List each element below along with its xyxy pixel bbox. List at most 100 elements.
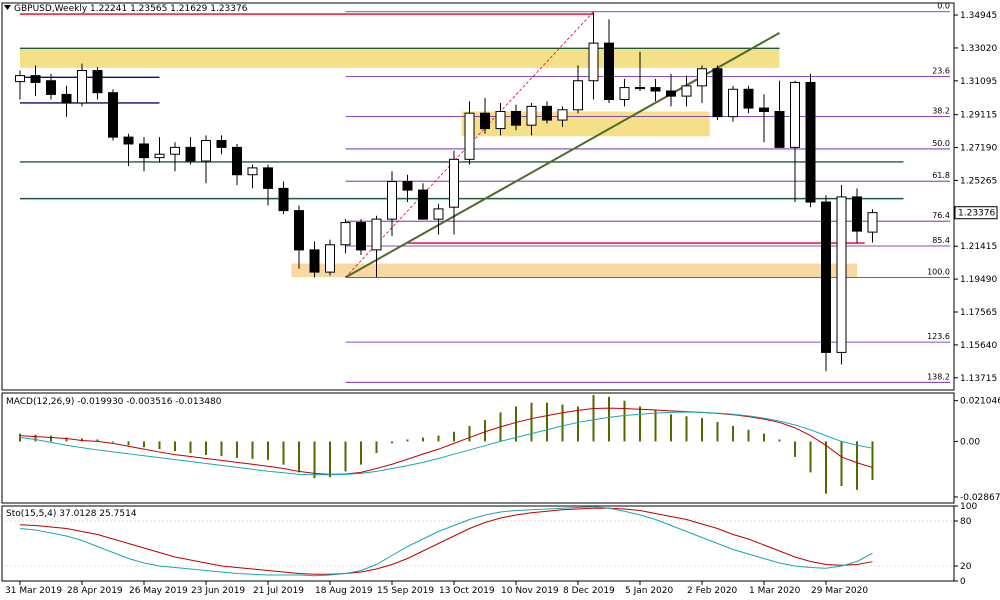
x-tick-label: 18 Aug 2019: [315, 586, 373, 596]
x-tick-label: 29 Mar 2020: [811, 586, 868, 596]
price-tick-label: 1.25265: [960, 176, 997, 186]
fib-level-label: 138.2: [927, 372, 950, 381]
candle-body: [232, 146, 242, 176]
candle-body: [836, 196, 847, 353]
candle-body: [185, 146, 196, 162]
candle-body: [294, 210, 304, 251]
macd-tick-label: 0.00: [960, 437, 980, 447]
x-tick-label: 23 Jun 2019: [191, 586, 245, 596]
price-tick-label: 1.13715: [960, 374, 997, 384]
sto-tick-label: 20: [960, 562, 972, 572]
sto-main-line: [19, 506, 873, 577]
candle-body: [61, 93, 72, 104]
sto-tick-label: 0: [960, 577, 966, 587]
candle-body: [201, 140, 211, 162]
sto-tick-label: 100: [960, 502, 977, 512]
x-tick-label: 13 Oct 2019: [439, 586, 495, 596]
candle-body: [247, 167, 258, 176]
candle-body: [805, 81, 816, 203]
fib-level-label: 76.4: [932, 211, 950, 220]
candle-body: [635, 87, 645, 90]
fib-level-label: 38.2: [932, 107, 950, 116]
candle-body: [30, 75, 41, 83]
sto-title: Sto(15,5,4) 37.0128 25.7514: [6, 509, 137, 519]
candle-body: [852, 196, 862, 232]
candle-body: [123, 136, 134, 145]
candle-body: [712, 68, 723, 118]
candle-body: [619, 87, 630, 101]
fib-level-label: 85.4: [932, 236, 950, 245]
candle-body: [108, 92, 118, 138]
candle-body: [759, 107, 769, 112]
candle-body: [154, 153, 165, 159]
candle-body: [77, 69, 87, 104]
price-tick-label: 1.15640: [960, 341, 997, 351]
candle-body: [15, 75, 25, 83]
current-price-box: [954, 206, 998, 220]
candle-body: [46, 80, 56, 95]
candle-body: [867, 212, 878, 233]
candle-body: [325, 244, 335, 273]
candle-body: [92, 69, 103, 94]
candle-body: [681, 85, 692, 97]
fib-level-label: 100.0: [927, 267, 950, 276]
x-tick-label: 10 Nov 2019: [501, 586, 559, 596]
candle-body: [216, 140, 227, 148]
macd-title: MACD(12,26,9) -0.019930 -0.003516 -0.013…: [6, 397, 222, 407]
price-tick-label: 1.17565: [960, 308, 997, 318]
candle-body: [464, 112, 475, 160]
candle-body: [511, 110, 521, 126]
fib-level-label: 23.6: [932, 67, 950, 76]
candle-body: [387, 181, 397, 220]
candle-body: [278, 187, 289, 212]
candle-body: [371, 218, 382, 251]
candle-body: [557, 109, 568, 121]
candle-body: [309, 249, 320, 273]
x-tick-label: 1 Mar 2020: [749, 586, 801, 596]
price-chart-title: GBPUSD,Weekly 1.22241 1.23565 1.21629 1.…: [14, 4, 248, 14]
sto-tick-label: 80: [960, 517, 972, 527]
candle-body: [480, 112, 490, 130]
candle-body: [263, 167, 273, 189]
x-tick-label: 31 Mar 2019: [5, 586, 62, 596]
candle-body: [170, 146, 180, 155]
orange-zone: [291, 263, 857, 278]
candle-body: [433, 208, 444, 220]
x-tick-label: 26 May 2019: [129, 586, 188, 596]
candle-body: [526, 105, 537, 126]
fib-level-label: 50.0: [932, 139, 950, 148]
price-tick-label: 1.29115: [960, 111, 997, 121]
macd-tick-label: -0.028671: [960, 493, 1000, 503]
price-tick-label: 1.33020: [960, 44, 997, 54]
candle-body: [139, 143, 149, 159]
price-tick-label: 1.34945: [960, 11, 997, 21]
price-tick-label: 1.27190: [960, 144, 997, 154]
candle-body: [743, 88, 754, 109]
candle-body: [774, 110, 785, 148]
candle-body: [790, 81, 800, 148]
x-tick-label: 28 Apr 2019: [67, 586, 123, 596]
trend-line: [345, 32, 780, 279]
price-tick-label: 1.21415: [960, 242, 997, 252]
sto-signal-line: [19, 507, 873, 575]
macd-main-line: [19, 411, 873, 476]
title-arrow-icon: [4, 5, 11, 10]
x-tick-label: 21 Jul 2019: [253, 586, 304, 596]
x-tick-label: 8 Dec 2019: [563, 586, 615, 596]
candle-body: [650, 87, 661, 92]
candle-body: [402, 181, 413, 191]
candle-body: [542, 105, 552, 121]
current-price-label: 1.23376: [958, 209, 995, 219]
x-tick-label: 15 Sep 2019: [377, 586, 434, 596]
candle-body: [604, 42, 614, 101]
candle-body: [449, 158, 459, 208]
candle-body: [728, 88, 738, 118]
price-tick-label: 1.31095: [960, 77, 997, 87]
macd-panel-frame: [1, 392, 955, 504]
candle-body: [418, 189, 428, 220]
x-tick-label: 2 Feb 2020: [687, 586, 738, 596]
x-tick-label: 5 Jan 2020: [625, 586, 673, 596]
price-panel-frame: [1, 2, 955, 391]
